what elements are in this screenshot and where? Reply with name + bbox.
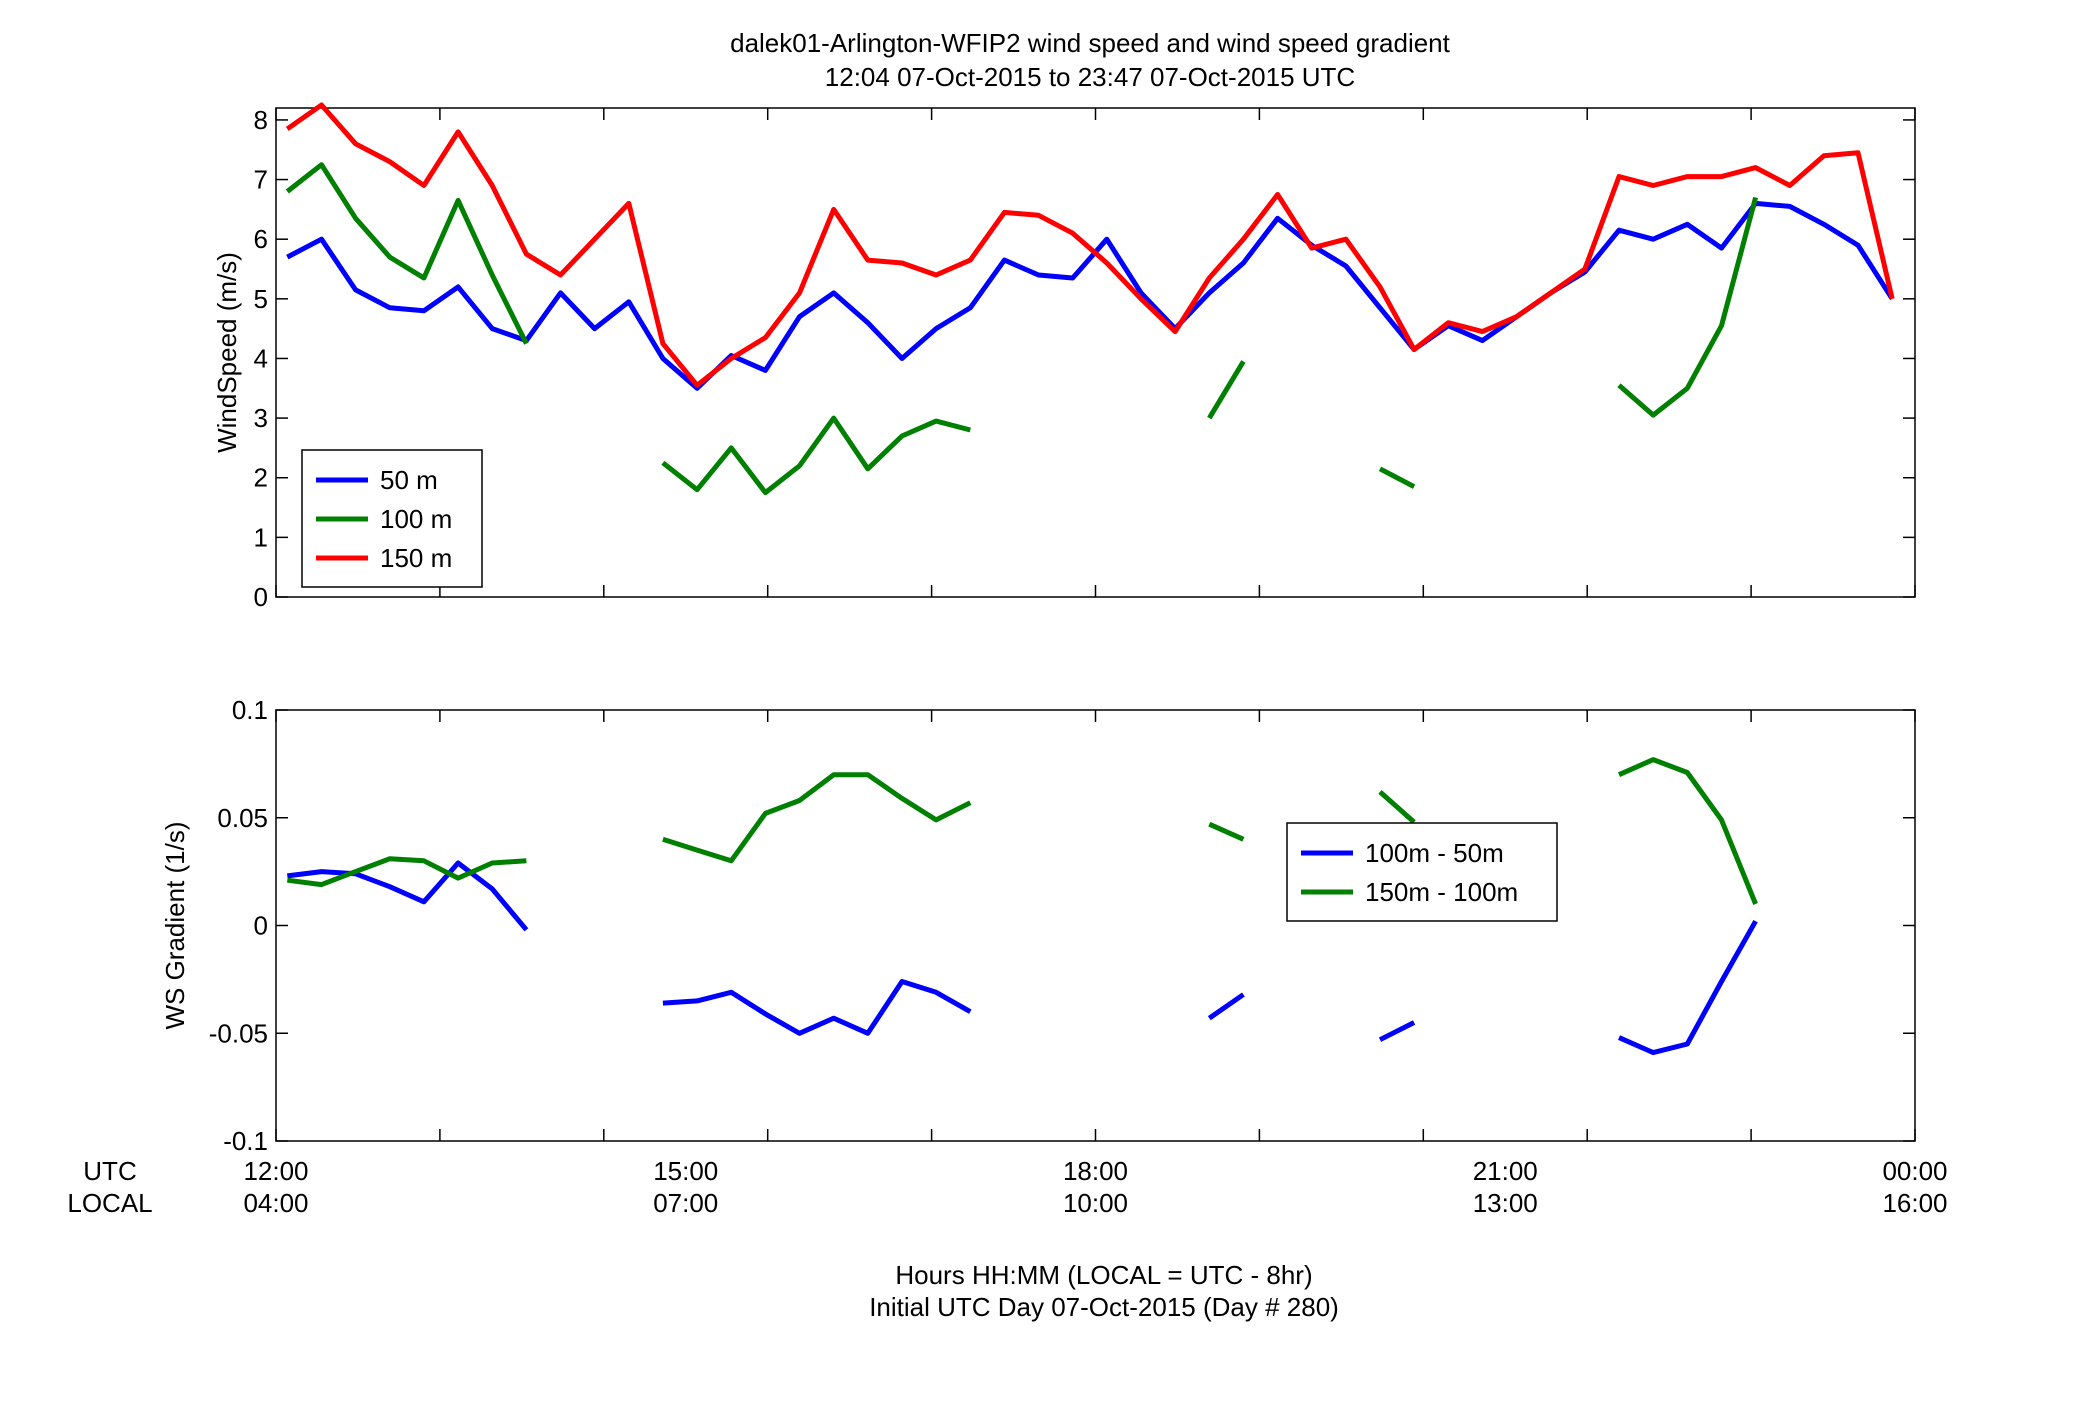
series-line-segment [1617, 196, 1759, 418]
legend-label: 100 m [380, 504, 452, 534]
y-tick-label: 8 [254, 105, 268, 135]
y-tick-label: 5 [254, 284, 268, 314]
series-line-segment [662, 772, 972, 864]
series-line-segment [285, 102, 1895, 388]
y-tick-label: 0 [254, 582, 268, 612]
series-line-segment [1617, 757, 1758, 905]
y-tick-label: 3 [254, 403, 268, 433]
legend-label: 150m - 100m [1365, 877, 1518, 907]
chart-title-line2: 12:04 07-Oct-2015 to 23:47 07-Oct-2015 U… [825, 62, 1355, 92]
y-tick-label: 2 [254, 463, 268, 493]
x-tick-label-utc: 21:00 [1473, 1156, 1538, 1186]
y-axis-label: WindSpeed (m/s) [212, 252, 242, 453]
series-line-segment [286, 856, 527, 888]
wind-gradient-panel: -0.1 -0.05 0 0.05 0.1 WS Gradient (1/s) 100m -… [160, 695, 1916, 1156]
y-tick-label: -0.1 [223, 1126, 268, 1156]
series-100-m [285, 162, 1759, 496]
y-axis-label: WS Gradient (1/s) [160, 821, 190, 1029]
x-tick-label-local: 10:00 [1063, 1188, 1128, 1218]
x-tick-label-local: 04:00 [243, 1188, 308, 1218]
series-150m---100m [286, 757, 1758, 905]
series-line-segment [1208, 821, 1245, 842]
local-row-label: LOCAL [67, 1188, 152, 1218]
series-150-m [285, 102, 1895, 388]
series-line-segment [661, 415, 971, 496]
y-tick-label: 4 [254, 343, 268, 373]
legend-box [1286, 822, 1558, 922]
series-line-segment [1207, 360, 1246, 420]
x-tick-label-local: 13:00 [1473, 1188, 1538, 1218]
chart-title-line1: dalek01-Arlington-WFIP2 wind speed and w… [730, 28, 1451, 58]
y-tick-label: 0 [254, 911, 268, 941]
series-line-segment [1617, 919, 1758, 1056]
wind-speed-panel: 0 1 2 3 4 5 6 7 8 WindSpeed (m/s) 50 m 100 m 150 m [212, 102, 1916, 612]
y-tick-label: 6 [254, 224, 268, 254]
series-50-m [286, 200, 1895, 391]
series-line-segment [1378, 1020, 1416, 1042]
x-tick-label-utc: 12:00 [243, 1156, 308, 1186]
series-line-segment [1207, 992, 1245, 1021]
series-line-segment [1378, 790, 1416, 824]
series-line-segment [662, 979, 972, 1036]
x-tick-label-local: 16:00 [1882, 1188, 1947, 1218]
y-tick-label: -0.05 [209, 1018, 268, 1048]
y-tick-label: 7 [254, 165, 268, 195]
y-tick-label: 1 [254, 522, 268, 552]
series-line-segment [285, 162, 529, 345]
legend-label: 150 m [380, 543, 452, 573]
legend: 50 m 100 m 150 m [301, 449, 483, 588]
series-100m---50m [286, 860, 1758, 1056]
series-line-segment [1378, 466, 1416, 489]
series-line-segment [286, 860, 529, 932]
x-tick-label-utc: 15:00 [653, 1156, 718, 1186]
x-axis-footer-line1: Hours HH:MM (LOCAL = UTC - 8hr) [895, 1260, 1312, 1290]
legend-label: 100m - 50m [1365, 838, 1504, 868]
utc-row-label: UTC [83, 1156, 136, 1186]
x-tick-label-utc: 18:00 [1063, 1156, 1128, 1186]
y-tick-label: 0.1 [232, 695, 268, 725]
x-axis-footer-line2: Initial UTC Day 07-Oct-2015 (Day # 280) [869, 1292, 1339, 1322]
x-tick-label-utc: 00:00 [1882, 1156, 1947, 1186]
legend: 100m - 50m 150m - 100m [1286, 822, 1558, 922]
y-tick-label: 0.05 [217, 803, 268, 833]
legend-label: 50 m [380, 465, 438, 495]
series-line-segment [286, 200, 1895, 391]
x-tick-label-local: 07:00 [653, 1188, 718, 1218]
